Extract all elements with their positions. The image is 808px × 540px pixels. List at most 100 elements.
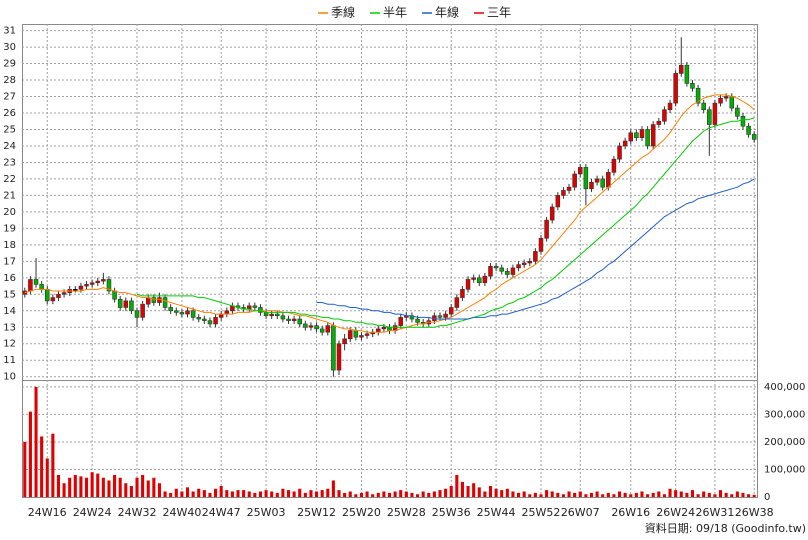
candle-body bbox=[33, 279, 39, 285]
volume-bar bbox=[331, 480, 335, 497]
volume-bar bbox=[180, 491, 184, 497]
y2-tick-label: 200,000 bbox=[764, 437, 805, 448]
volume-bar bbox=[214, 488, 218, 497]
candle-body bbox=[89, 282, 95, 285]
x-tick-label: 25W52 bbox=[522, 506, 561, 519]
candle-body bbox=[735, 107, 740, 117]
volume-bar bbox=[427, 492, 431, 497]
volume-bar bbox=[309, 490, 313, 497]
volume-bar bbox=[416, 494, 420, 497]
volume-bar bbox=[354, 494, 358, 497]
volume-bar bbox=[522, 491, 526, 497]
candle-body bbox=[308, 325, 314, 328]
volume-bar bbox=[382, 491, 386, 497]
volume-bar bbox=[617, 491, 622, 497]
candle-body bbox=[707, 109, 712, 125]
y-tick-label: 22 bbox=[3, 174, 16, 185]
volume-bar bbox=[62, 483, 66, 497]
candle-body bbox=[325, 325, 331, 333]
candle-body bbox=[611, 158, 617, 173]
candle-body bbox=[662, 109, 667, 122]
candle-body bbox=[269, 313, 274, 317]
candle-body bbox=[50, 297, 56, 302]
y-tick-label: 18 bbox=[3, 240, 16, 251]
candle-body bbox=[291, 318, 297, 321]
candle-body bbox=[415, 318, 420, 323]
volume-bar bbox=[466, 485, 470, 497]
volume-bar bbox=[483, 491, 487, 497]
candle-body bbox=[471, 277, 476, 280]
y-tick-label: 15 bbox=[3, 289, 16, 300]
volume-bar bbox=[118, 477, 122, 497]
volume-bar bbox=[34, 386, 38, 497]
volume-bar bbox=[578, 491, 582, 497]
x-tick-label: 24W40 bbox=[162, 506, 201, 519]
volume-bar bbox=[494, 488, 498, 497]
volume-bar bbox=[533, 492, 537, 497]
volume-bar bbox=[219, 485, 223, 497]
candle-body bbox=[73, 289, 78, 291]
candle-body bbox=[56, 293, 61, 298]
y-tick-label: 25 bbox=[3, 124, 16, 135]
volume-bar bbox=[101, 477, 105, 497]
volume-panel bbox=[22, 380, 758, 498]
candle-body bbox=[690, 83, 695, 89]
volume-bar bbox=[488, 485, 493, 497]
volume-bar bbox=[275, 492, 279, 497]
volume-bar bbox=[96, 473, 100, 497]
volume-bar bbox=[281, 488, 285, 497]
y2-tick-label: 300,000 bbox=[764, 409, 805, 420]
volume-bar bbox=[634, 492, 638, 497]
volume-bar bbox=[612, 494, 616, 497]
y-tick-label: 29 bbox=[3, 59, 16, 70]
candle-body bbox=[196, 317, 202, 320]
candle-body bbox=[443, 313, 448, 318]
volume-bar bbox=[545, 490, 549, 497]
candle-body bbox=[561, 190, 566, 196]
candle-body bbox=[78, 285, 84, 290]
candle-body bbox=[129, 300, 134, 312]
x-tick-label: 25W44 bbox=[477, 506, 516, 519]
candle-body bbox=[314, 325, 319, 330]
volume-bar bbox=[169, 492, 173, 497]
candle-body bbox=[499, 267, 504, 272]
volume-bar bbox=[511, 491, 515, 497]
volume-bar bbox=[157, 483, 162, 497]
y2-tick-label: 100,000 bbox=[764, 464, 805, 475]
y-tick-label: 21 bbox=[3, 190, 16, 201]
volume-bar bbox=[573, 492, 577, 497]
volume-bar bbox=[472, 483, 476, 497]
volume-bar bbox=[651, 492, 655, 497]
volume-bar bbox=[286, 490, 291, 497]
candle-body bbox=[134, 310, 140, 318]
volume-bar bbox=[421, 491, 425, 497]
ma-line bbox=[24, 94, 755, 333]
volume-bar bbox=[371, 494, 375, 497]
volume-bar bbox=[152, 477, 156, 497]
candle-body bbox=[516, 264, 521, 269]
volume-bar bbox=[561, 494, 565, 497]
volume-bar bbox=[197, 488, 201, 497]
candle-body bbox=[583, 167, 589, 190]
volume-bar bbox=[343, 492, 347, 497]
volume-bar bbox=[79, 476, 83, 497]
volume-bar bbox=[595, 491, 599, 497]
candle-body bbox=[22, 290, 28, 295]
volume-bar bbox=[668, 488, 672, 497]
volume-bar bbox=[141, 474, 145, 497]
candle-body bbox=[639, 129, 645, 139]
candle-body bbox=[465, 279, 471, 290]
y-tick-label: 12 bbox=[3, 339, 16, 350]
volume-bar bbox=[247, 491, 251, 497]
y-tick-label: 23 bbox=[3, 157, 16, 168]
y-tick-label: 26 bbox=[3, 108, 16, 119]
x-tick-label: 26W31 bbox=[695, 506, 734, 519]
candle-body bbox=[622, 140, 628, 147]
volume-bar bbox=[662, 494, 666, 497]
y2-tick-label: 0 bbox=[764, 492, 770, 503]
candle-body bbox=[521, 262, 527, 265]
candle-body bbox=[179, 312, 185, 315]
candle-body bbox=[347, 330, 353, 340]
candle-body bbox=[634, 132, 639, 139]
